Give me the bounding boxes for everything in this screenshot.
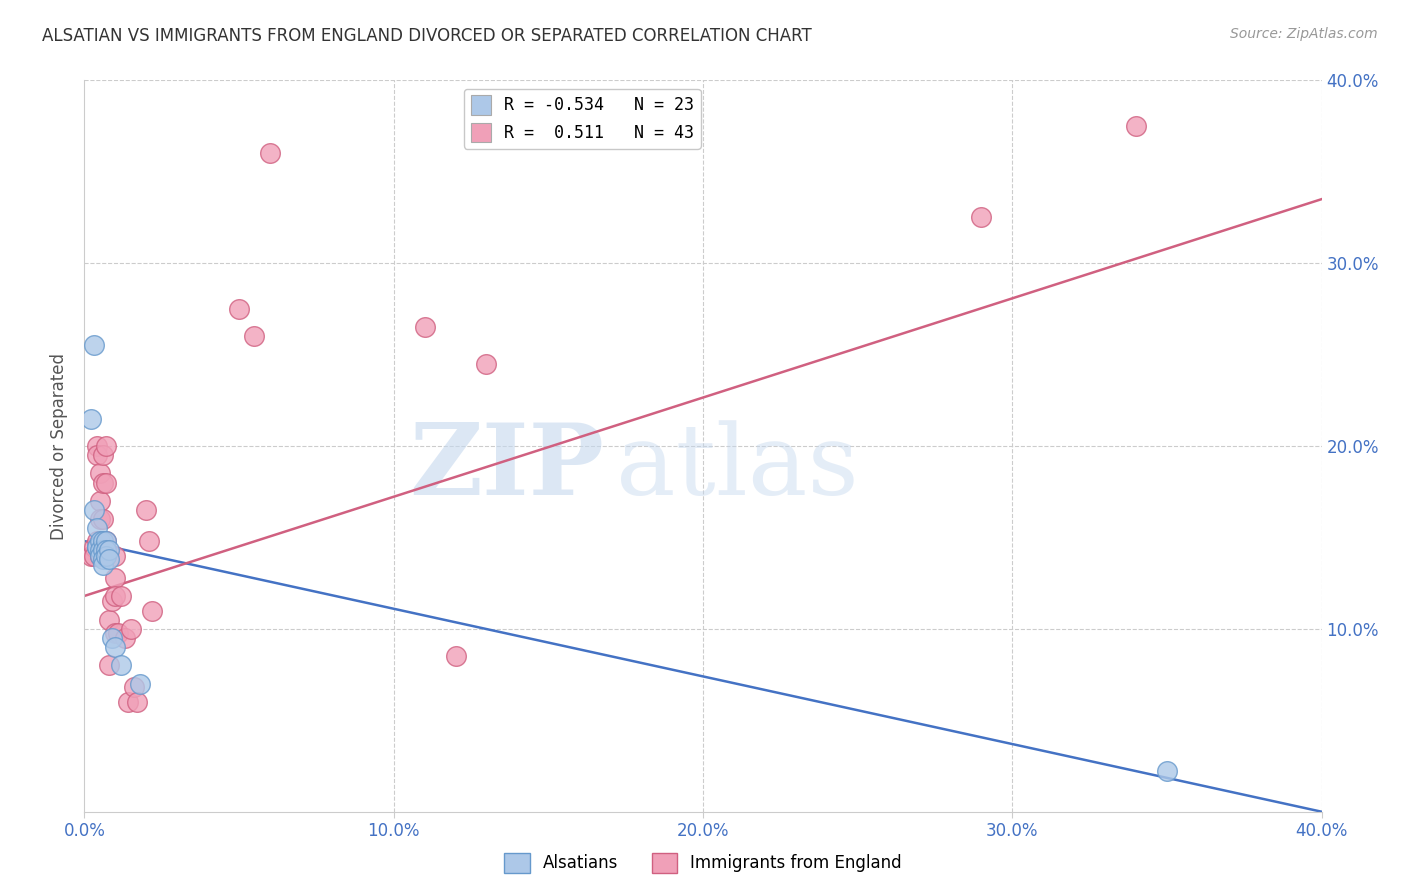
Point <box>117 695 139 709</box>
Point <box>110 658 132 673</box>
Point <box>107 625 129 640</box>
Point <box>83 540 105 554</box>
Point <box>86 448 108 462</box>
Point <box>98 613 121 627</box>
Point <box>101 594 124 608</box>
Point <box>138 534 160 549</box>
Point <box>104 640 127 655</box>
Legend: R = -0.534   N = 23, R =  0.511   N = 43: R = -0.534 N = 23, R = 0.511 N = 43 <box>464 88 700 149</box>
Point <box>110 589 132 603</box>
Point <box>122 681 145 695</box>
Text: atlas: atlas <box>616 420 859 516</box>
Point <box>444 649 467 664</box>
Point <box>89 549 111 563</box>
Point <box>101 631 124 645</box>
Text: Source: ZipAtlas.com: Source: ZipAtlas.com <box>1230 27 1378 41</box>
Point <box>94 549 117 563</box>
Point <box>94 543 117 558</box>
Point <box>94 534 117 549</box>
Point <box>104 549 127 563</box>
Y-axis label: Divorced or Separated: Divorced or Separated <box>51 352 69 540</box>
Point <box>89 540 111 554</box>
Point <box>91 558 114 572</box>
Point <box>89 512 111 526</box>
Text: ALSATIAN VS IMMIGRANTS FROM ENGLAND DIVORCED OR SEPARATED CORRELATION CHART: ALSATIAN VS IMMIGRANTS FROM ENGLAND DIVO… <box>42 27 811 45</box>
Point <box>104 589 127 603</box>
Point <box>94 534 117 549</box>
Point <box>114 631 136 645</box>
Point <box>135 503 157 517</box>
Point <box>970 211 993 225</box>
Point <box>89 549 111 563</box>
Point <box>228 301 250 316</box>
Point <box>89 543 111 558</box>
Point <box>83 503 105 517</box>
Point <box>83 549 105 563</box>
Point <box>91 475 114 490</box>
Point <box>91 534 114 549</box>
Point <box>79 411 101 425</box>
Point <box>243 329 266 343</box>
Point <box>104 625 127 640</box>
Point <box>91 543 114 558</box>
Point <box>86 521 108 535</box>
Point <box>259 146 281 161</box>
Point <box>79 549 101 563</box>
Point <box>91 512 114 526</box>
Point <box>475 357 498 371</box>
Point <box>86 540 108 554</box>
Point <box>94 549 117 563</box>
Point <box>98 658 121 673</box>
Point <box>91 448 114 462</box>
Point <box>83 338 105 352</box>
Point <box>141 603 163 617</box>
Point <box>91 552 114 566</box>
Point <box>94 439 117 453</box>
Point <box>94 475 117 490</box>
Point <box>86 439 108 453</box>
Point <box>98 552 121 566</box>
Point <box>1156 764 1178 779</box>
Point <box>89 467 111 481</box>
Point <box>1125 119 1147 133</box>
Text: ZIP: ZIP <box>409 419 605 516</box>
Point <box>89 494 111 508</box>
Point <box>98 543 121 558</box>
Legend: Alsatians, Immigrants from England: Alsatians, Immigrants from England <box>498 847 908 880</box>
Point <box>129 676 152 690</box>
Point <box>104 571 127 585</box>
Point <box>86 534 108 549</box>
Point <box>89 534 111 549</box>
Point <box>86 540 108 554</box>
Point <box>125 695 148 709</box>
Point <box>120 622 142 636</box>
Point <box>413 320 436 334</box>
